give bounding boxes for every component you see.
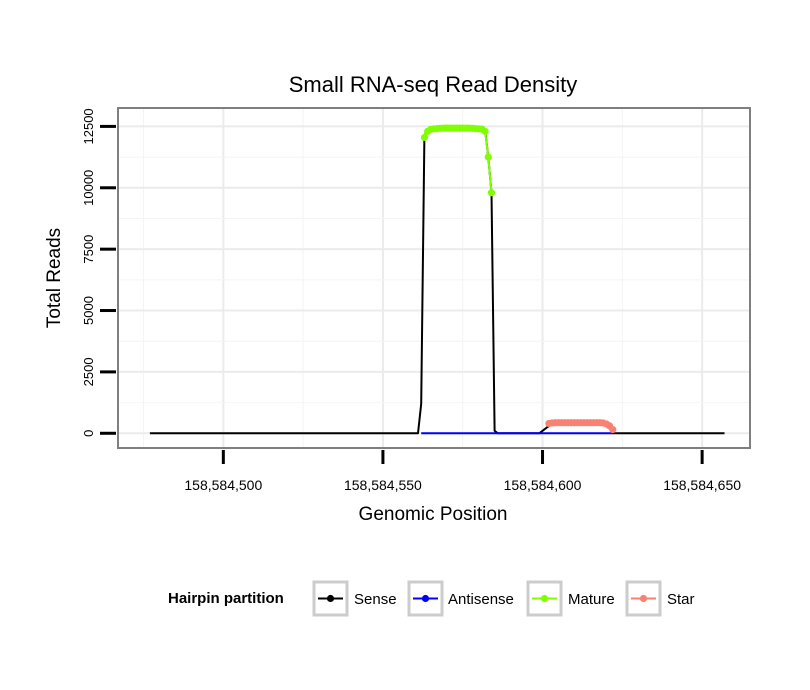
chart-title: Small RNA-seq Read Density (289, 72, 578, 97)
mature-data-point (484, 153, 492, 161)
x-tick-label: 158,584,650 (663, 477, 741, 493)
x-tick-label: 158,584,500 (184, 477, 262, 493)
y-tick-label: 10000 (81, 170, 96, 206)
y-tick-label: 5000 (81, 296, 96, 325)
grid-lines (118, 108, 750, 448)
legend-label-star: Star (667, 591, 695, 608)
legend-label-antisense: Antisense (448, 591, 514, 608)
y-tick-label: 0 (81, 430, 96, 437)
legend-marker-antisense (421, 594, 430, 603)
x-axis: 158,584,500 158,584,550 158,584,600 158,584… (184, 450, 741, 493)
x-axis-label: Genomic Position (359, 504, 508, 525)
y-tick-label: 12500 (81, 108, 96, 144)
star-data-point (609, 425, 617, 434)
legend-marker-sense (326, 594, 335, 603)
series-lines (149, 124, 725, 435)
legend-title: Hairpin partition (168, 590, 284, 607)
x-tick-label: 158,584,550 (344, 477, 422, 493)
plot-background (118, 108, 750, 448)
legend: Hairpin partition Sense Antisense Mature St… (168, 580, 695, 617)
y-tick-label: 2500 (81, 357, 96, 386)
y-tick-label: 7500 (81, 235, 96, 264)
legend-marker-star (639, 594, 648, 603)
y-axis: 0 2500 5000 7500 10000 12500 (81, 108, 116, 437)
legend-label-sense: Sense (354, 591, 397, 608)
mature-data-point (481, 127, 489, 135)
legend-label-mature: Mature (568, 591, 615, 608)
plot-area (117, 107, 751, 449)
mature-data-point (420, 133, 429, 142)
legend-marker-mature (540, 594, 549, 603)
x-tick-label: 158,584,600 (504, 477, 582, 493)
y-axis-label: Total Reads (44, 228, 65, 328)
plot-border (117, 107, 751, 449)
mature-data-point (487, 189, 496, 197)
